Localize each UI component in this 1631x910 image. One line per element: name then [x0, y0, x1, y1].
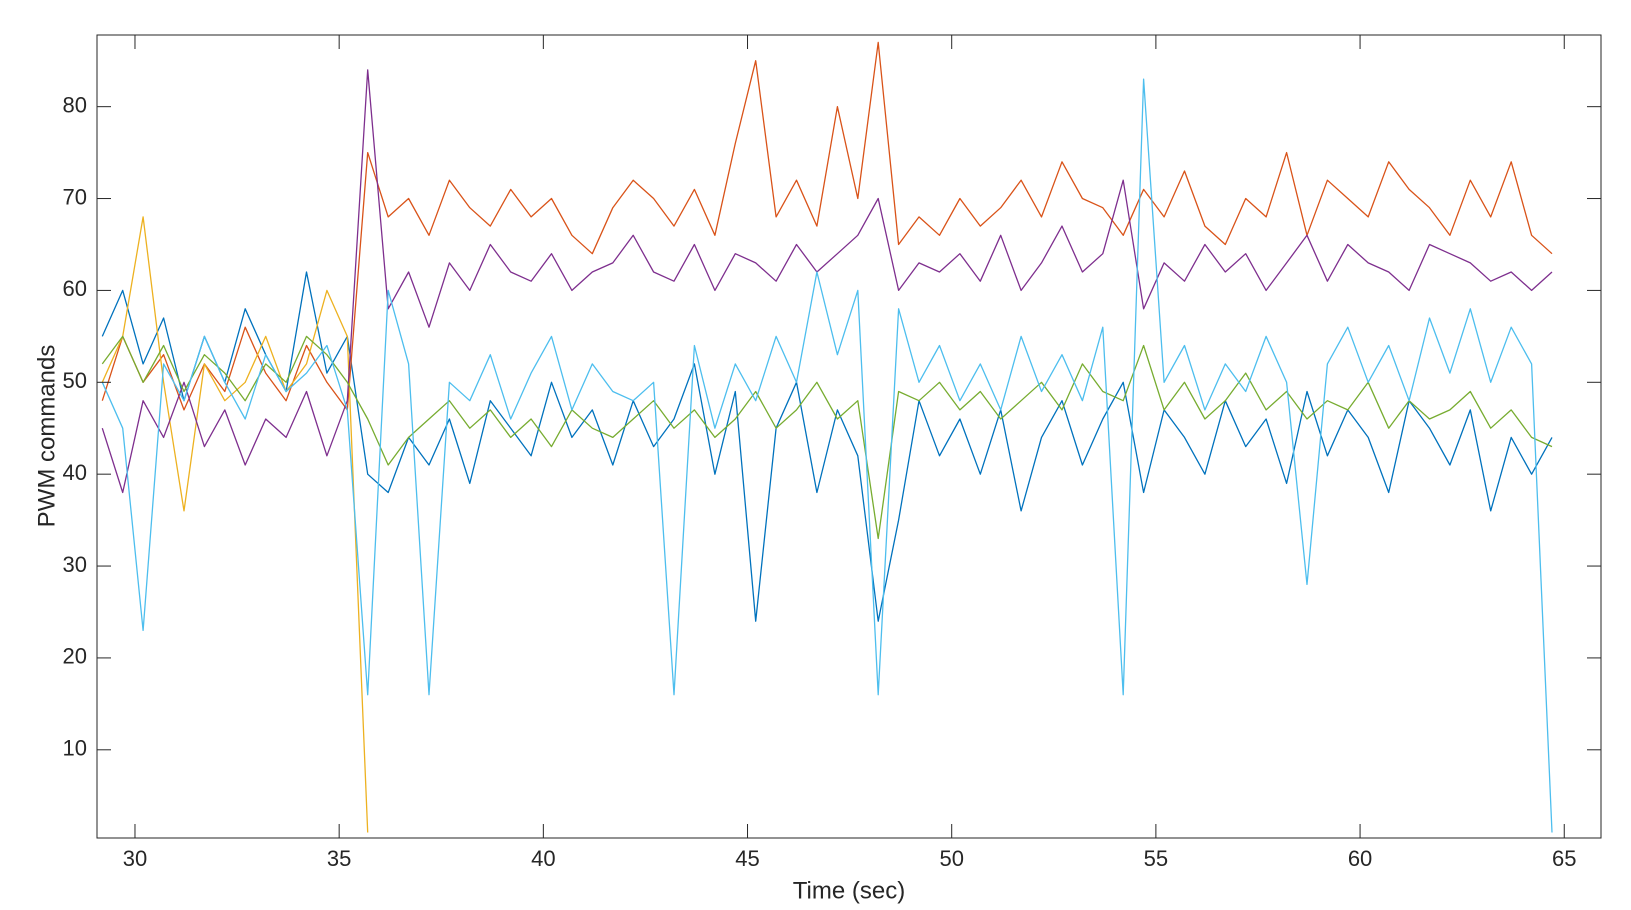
y-tick-label: 50: [63, 368, 87, 393]
x-tick-label: 40: [531, 846, 555, 871]
y-tick-label: 80: [63, 92, 87, 117]
y-tick-label: 40: [63, 460, 87, 485]
data-line: [101, 78, 1553, 833]
y-tick-label: 70: [63, 184, 87, 209]
x-tick-label: 60: [1348, 846, 1372, 871]
x-tick-label: 45: [735, 846, 759, 871]
x-axis-label: Time (sec): [793, 877, 905, 904]
axes-box: [96, 34, 1602, 839]
data-line: [101, 69, 1553, 494]
data-line: [101, 335, 1553, 540]
data-line: [101, 216, 369, 833]
x-tick-label: 35: [327, 846, 351, 871]
x-tick-label: 50: [939, 846, 963, 871]
x-tick-label: 65: [1552, 846, 1576, 871]
data-line: [101, 271, 1553, 622]
y-tick-label: 20: [63, 644, 87, 669]
y-tick-label: 10: [63, 736, 87, 761]
data-line: [101, 41, 1553, 411]
x-tick-label: 30: [123, 846, 147, 871]
x-tick-label: 55: [1144, 846, 1168, 871]
y-tick-label: 30: [63, 552, 87, 577]
y-axis-label: PWM commands: [33, 345, 60, 528]
y-tick-label: 60: [63, 276, 87, 301]
